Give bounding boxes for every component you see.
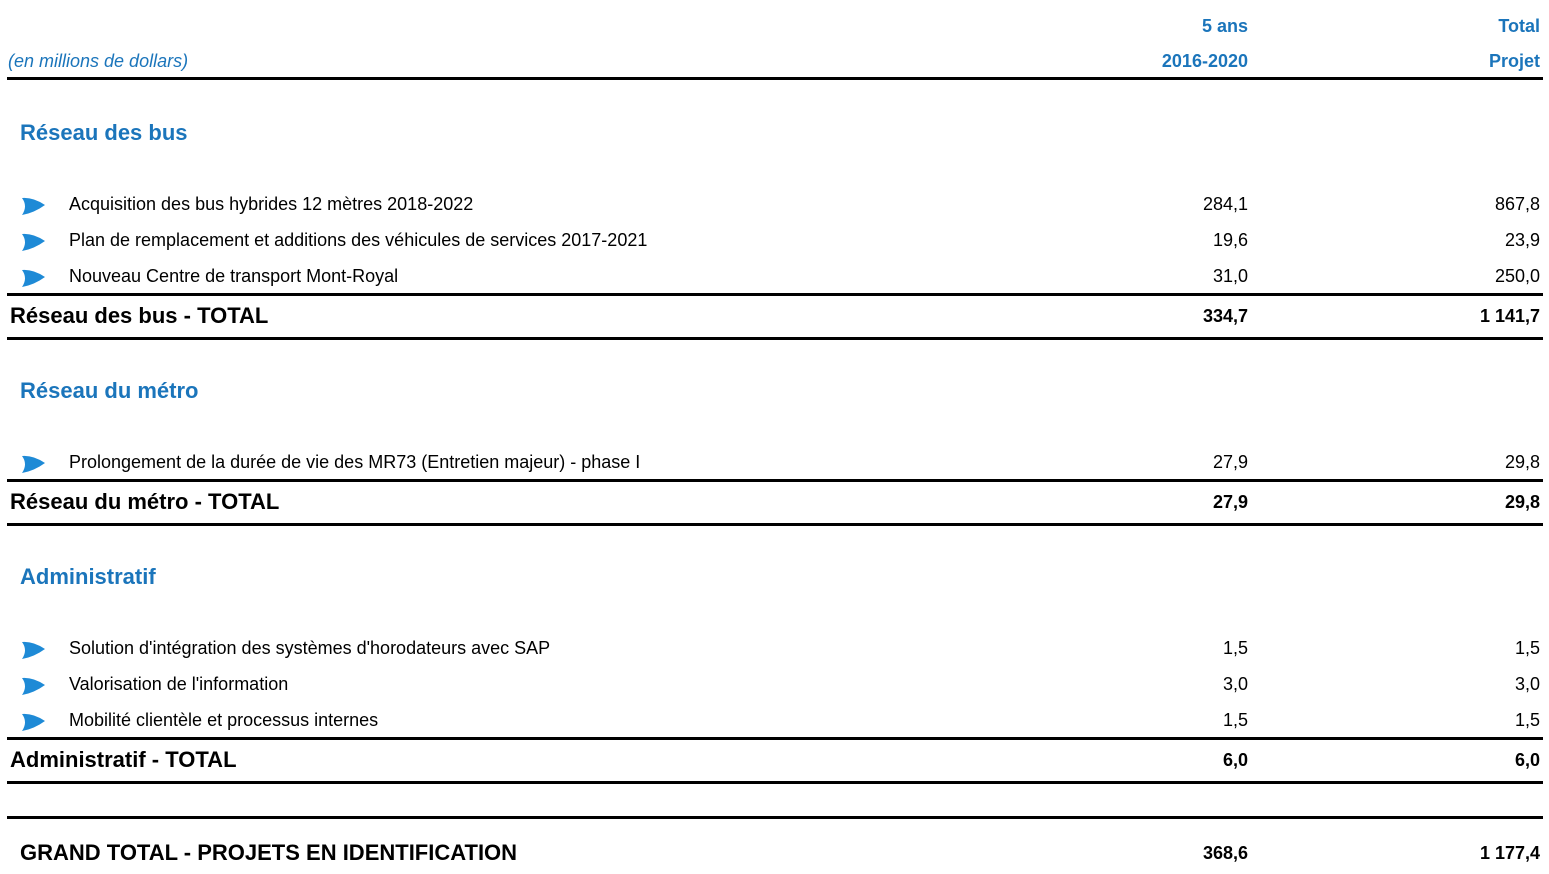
item-total: 1,5 — [1514, 710, 1540, 730]
item-total: 3,0 — [1514, 674, 1540, 694]
item-five-year: 19,6 — [1212, 230, 1248, 250]
item-five-year: 1,5 — [1222, 710, 1248, 730]
grand-total-label: GRAND TOTAL - PROJETS EN IDENTIFICATION — [20, 840, 518, 865]
section-total-label: Réseau des bus - TOTAL — [10, 303, 269, 328]
bullet — [22, 455, 45, 473]
section-total-five-year: 6,0 — [1222, 750, 1248, 770]
section-total-label: Administratif - TOTAL — [10, 747, 237, 772]
section-total-five-year: 334,7 — [1202, 306, 1248, 326]
section-title: Administratif — [20, 564, 156, 589]
item-label: Nouveau Centre de transport Mont-Royal — [69, 266, 399, 286]
item-five-year: 3,0 — [1222, 674, 1248, 694]
bullet — [22, 197, 45, 215]
section-total-total: 1 141,7 — [1479, 306, 1540, 326]
header-rule — [7, 77, 1543, 80]
bullet — [22, 641, 45, 659]
rule — [7, 781, 1543, 784]
rule — [7, 337, 1543, 340]
grand-total-five-year: 368,6 — [1202, 843, 1248, 863]
item-label: Plan de remplacement et additions des vé… — [69, 230, 648, 250]
item-label: Valorisation de l'information — [69, 674, 289, 694]
section-total-five-year: 27,9 — [1212, 492, 1248, 512]
rule — [7, 737, 1543, 740]
unit-label: (en millions de dollars) — [8, 51, 189, 71]
section-total-total: 6,0 — [1514, 750, 1540, 770]
item-total: 250,0 — [1494, 266, 1540, 286]
item-label: Mobilité clientèle et processus internes — [69, 710, 379, 730]
item-label: Acquisition des bus hybrides 12 mètres 2… — [69, 194, 474, 214]
rule — [7, 816, 1543, 819]
section-total-label: Réseau du métro - TOTAL — [10, 489, 280, 514]
item-five-year: 27,9 — [1212, 452, 1248, 472]
rule — [7, 293, 1543, 296]
bullet — [22, 233, 45, 251]
item-total: 1,5 — [1514, 638, 1540, 658]
section-title: Réseau du métro — [20, 378, 199, 403]
item-label: Solution d'intégration des systèmes d'ho… — [69, 638, 551, 658]
item-five-year: 284,1 — [1202, 194, 1248, 214]
item-five-year: 31,0 — [1212, 266, 1248, 286]
bullet — [22, 677, 45, 695]
item-total: 29,8 — [1504, 452, 1540, 472]
bullet — [22, 269, 45, 287]
column-header: 5 ans — [1201, 16, 1248, 36]
item-total: 23,9 — [1504, 230, 1540, 250]
section-total-total: 29,8 — [1504, 492, 1540, 512]
item-five-year: 1,5 — [1222, 638, 1248, 658]
item-label: Prolongement de la durée de vie des MR73… — [69, 452, 641, 472]
item-total: 867,8 — [1494, 194, 1540, 214]
bullet — [22, 713, 45, 731]
section-title: Réseau des bus — [20, 120, 188, 145]
rule — [7, 523, 1543, 526]
column-header: 2016-2020 — [1161, 51, 1248, 71]
grand-total-total: 1 177,4 — [1479, 843, 1540, 863]
column-header: Projet — [1488, 51, 1540, 71]
column-header: Total — [1498, 16, 1540, 36]
rule — [7, 479, 1543, 482]
